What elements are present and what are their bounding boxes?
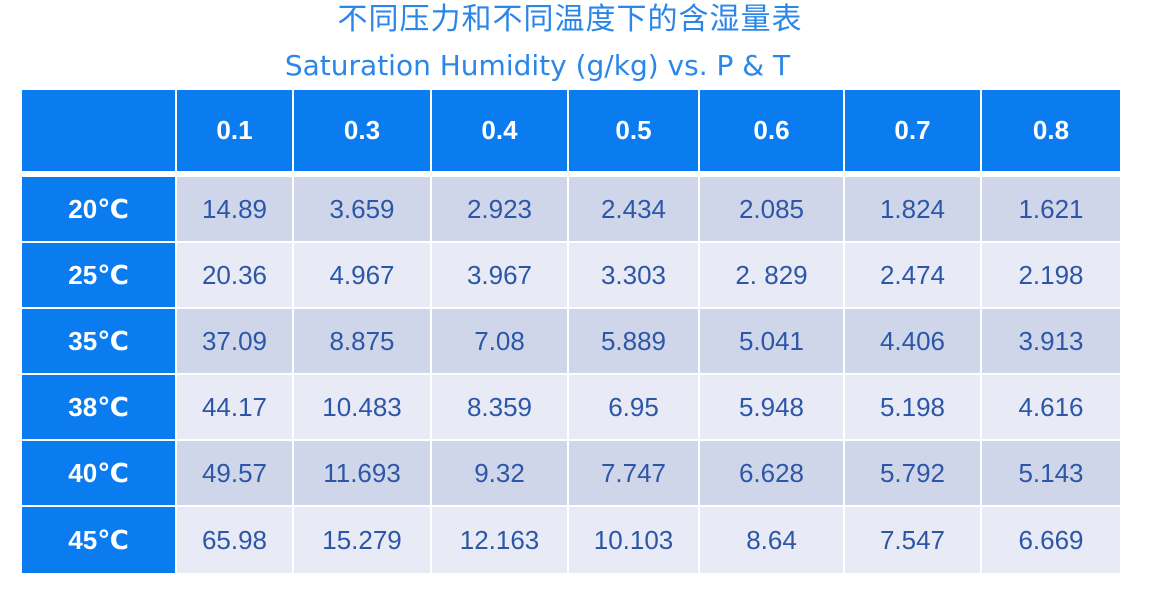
temperature-header: 38℃ (22, 375, 177, 441)
value-cell: 3.303 (569, 243, 700, 309)
value-cell: 5.143 (982, 441, 1120, 507)
humidity-table: 0.1 0.3 0.4 0.5 0.6 0.7 0.8 20℃ 14.89 3.… (22, 90, 1120, 573)
value-cell: 44.17 (177, 375, 294, 441)
value-cell: 4.967 (294, 243, 432, 309)
value-cell: 9.32 (432, 441, 569, 507)
value-cell: 4.406 (845, 309, 982, 375)
value-cell: 1.824 (845, 177, 982, 243)
temperature-header: 45℃ (22, 507, 177, 573)
value-cell: 5.198 (845, 375, 982, 441)
value-cell: 10.483 (294, 375, 432, 441)
value-cell: 37.09 (177, 309, 294, 375)
temperature-header: 20℃ (22, 177, 177, 243)
value-cell: 6.628 (700, 441, 845, 507)
pressure-header: 0.4 (432, 90, 569, 177)
table-row: 20℃ 14.89 3.659 2.923 2.434 2.085 1.824 … (22, 177, 1120, 243)
value-cell: 10.103 (569, 507, 700, 573)
table-row: 40℃ 49.57 11.693 9.32 7.747 6.628 5.792 … (22, 441, 1120, 507)
value-cell: 5.889 (569, 309, 700, 375)
table-row: 38℃ 44.17 10.483 8.359 6.95 5.948 5.198 … (22, 375, 1120, 441)
value-cell: 5.041 (700, 309, 845, 375)
title-english: Saturation Humidity (g/kg) vs. P & T (284, 49, 791, 82)
corner-cell (22, 90, 177, 177)
pressure-header: 0.5 (569, 90, 700, 177)
temperature-header: 35℃ (22, 309, 177, 375)
pressure-header: 0.8 (982, 90, 1120, 177)
value-cell: 6.669 (982, 507, 1120, 573)
value-cell: 8.64 (700, 507, 845, 573)
table-row: 25℃ 20.36 4.967 3.967 3.303 2. 829 2.474… (22, 243, 1120, 309)
pressure-header: 0.7 (845, 90, 982, 177)
value-cell: 12.163 (432, 507, 569, 573)
value-cell: 2.474 (845, 243, 982, 309)
value-cell: 5.948 (700, 375, 845, 441)
value-cell: 15.279 (294, 507, 432, 573)
value-cell: 3.967 (432, 243, 569, 309)
value-cell: 2.923 (432, 177, 569, 243)
value-cell: 49.57 (177, 441, 294, 507)
value-cell: 4.616 (982, 375, 1120, 441)
value-cell: 5.792 (845, 441, 982, 507)
value-cell: 2.198 (982, 243, 1120, 309)
value-cell: 8.875 (294, 309, 432, 375)
value-cell: 2.434 (569, 177, 700, 243)
value-cell: 14.89 (177, 177, 294, 243)
title-chinese: 不同压力和不同温度下的含湿量表 (337, 2, 803, 37)
value-cell: 7.547 (845, 507, 982, 573)
value-cell: 65.98 (177, 507, 294, 573)
pressure-header: 0.3 (294, 90, 432, 177)
value-cell: 7.08 (432, 309, 569, 375)
temperature-header: 25℃ (22, 243, 177, 309)
pressure-header: 0.1 (177, 90, 294, 177)
value-cell: 11.693 (294, 441, 432, 507)
value-cell: 2. 829 (700, 243, 845, 309)
header-row: 0.1 0.3 0.4 0.5 0.6 0.7 0.8 (22, 90, 1120, 177)
value-cell: 7.747 (569, 441, 700, 507)
value-cell: 6.95 (569, 375, 700, 441)
value-cell: 3.913 (982, 309, 1120, 375)
table-row: 35℃ 37.09 8.875 7.08 5.889 5.041 4.406 3… (22, 309, 1120, 375)
value-cell: 3.659 (294, 177, 432, 243)
value-cell: 20.36 (177, 243, 294, 309)
table-row: 45℃ 65.98 15.279 12.163 10.103 8.64 7.54… (22, 507, 1120, 573)
pressure-header: 0.6 (700, 90, 845, 177)
value-cell: 2.085 (700, 177, 845, 243)
temperature-header: 40℃ (22, 441, 177, 507)
value-cell: 1.621 (982, 177, 1120, 243)
value-cell: 8.359 (432, 375, 569, 441)
